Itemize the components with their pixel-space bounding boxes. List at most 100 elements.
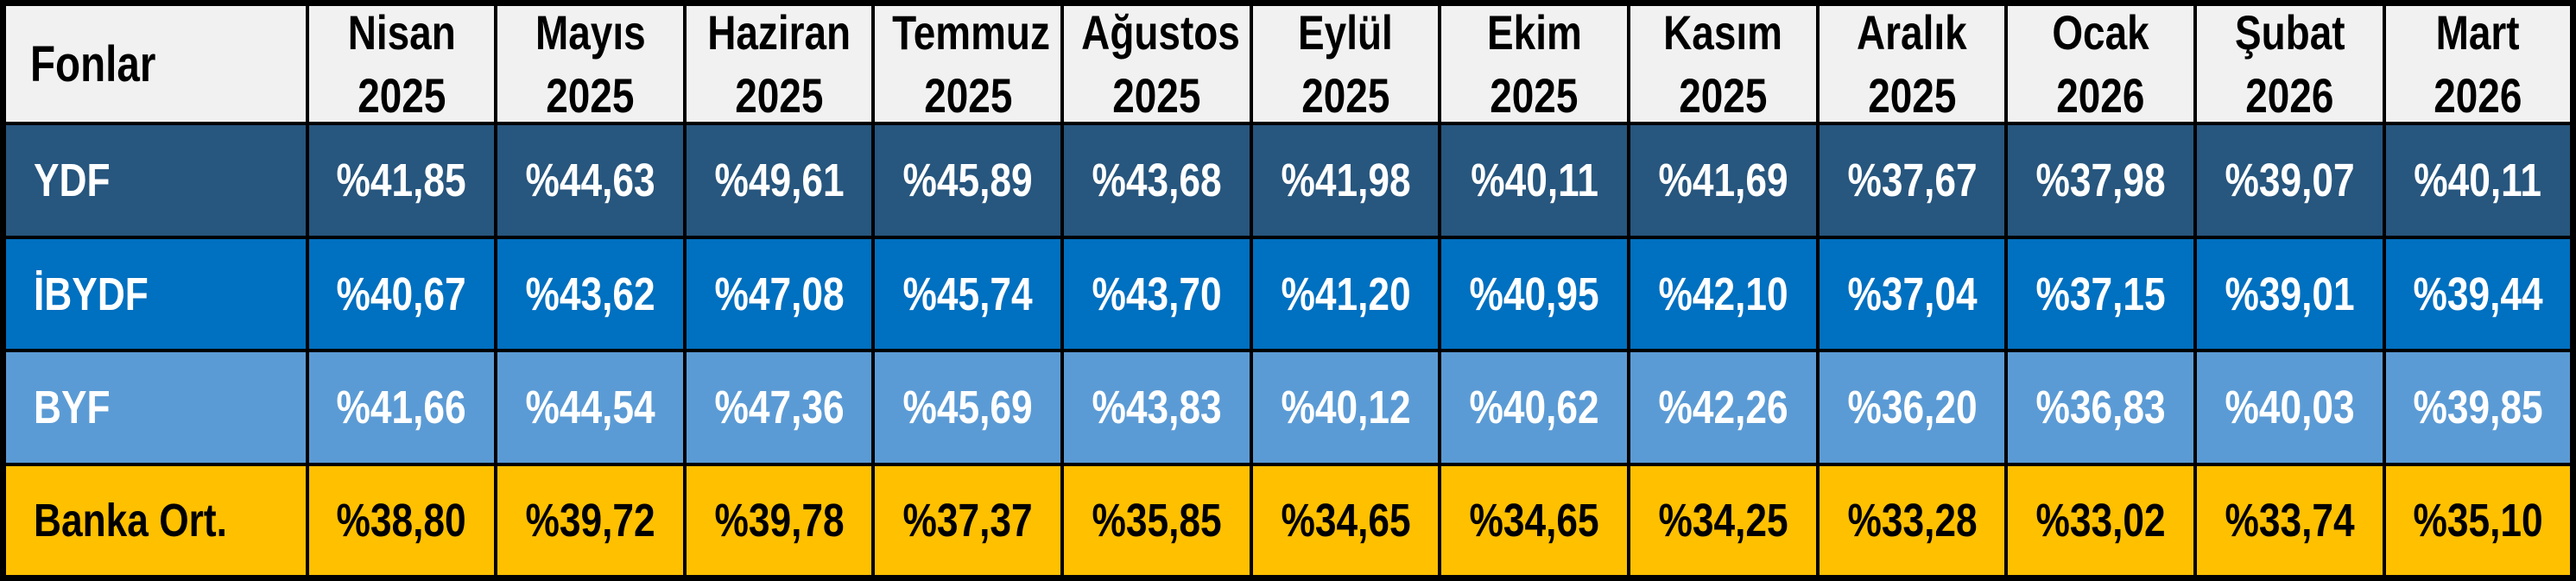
header-month-label: Haziran: [707, 5, 851, 60]
value: %40,11: [1470, 155, 1598, 206]
value-cell: %44,63: [494, 122, 687, 239]
header-year-label: 2025: [1679, 68, 1768, 123]
header-cell-month: Kasım 2025: [1627, 1, 1820, 126]
header-year-label: 2026: [2434, 68, 2522, 123]
value: %41,66: [336, 382, 466, 434]
value-cell: %39,44: [2382, 235, 2575, 353]
row-label: BYF: [34, 382, 111, 434]
value: %37,04: [1846, 268, 1978, 320]
value: %41,98: [1281, 155, 1411, 206]
value-cell: %40,62: [1438, 349, 1631, 466]
value: %44,63: [525, 155, 655, 206]
header-cell-month: Mart 2026: [2382, 1, 2575, 126]
value-cell: %40,11: [1438, 122, 1631, 239]
value: %34,65: [1281, 494, 1411, 546]
value: %41,85: [336, 155, 466, 206]
value: %39,07: [2225, 155, 2355, 206]
value-cell: %39,78: [682, 462, 876, 580]
value-cell: %37,04: [1815, 235, 2009, 353]
value: %37,15: [2035, 268, 2166, 320]
value: %34,25: [1658, 494, 1788, 546]
row-label: YDF: [34, 155, 111, 206]
value: %43,68: [1092, 155, 1222, 206]
table-row-ydf: YDF %41,85 %44,63 %49,61 %45,89 %43,68 %…: [1, 122, 2575, 239]
header-month-label: Ocak: [2052, 5, 2149, 60]
value: %40,62: [1469, 382, 1599, 434]
value-cell: %36,20: [1815, 349, 2009, 466]
header-cell-fonlar: Fonlar: [1, 1, 309, 126]
value-cell: %43,62: [494, 235, 687, 353]
header-month-label: Ekim: [1486, 5, 1582, 60]
value-cell: %41,20: [1249, 235, 1442, 353]
value-cell: %39,01: [2193, 235, 2386, 353]
value: %36,83: [2035, 382, 2166, 434]
header-cell-month: Haziran 2025: [682, 1, 876, 126]
value: %43,70: [1092, 268, 1222, 320]
value-cell: %47,08: [682, 235, 876, 353]
header-year-label: 2025: [735, 68, 824, 123]
value-cell: %49,61: [682, 122, 876, 239]
value: %40,12: [1281, 382, 1411, 434]
header-month-label: Kasım: [1663, 5, 1783, 60]
value: %42,26: [1658, 382, 1788, 434]
value: %37,37: [902, 494, 1033, 546]
value-cell: %41,66: [305, 349, 498, 466]
value: %40,95: [1469, 268, 1599, 320]
row-label-cell: BYF: [1, 349, 309, 466]
header-fonlar-label: Fonlar: [30, 35, 156, 92]
value-cell: %41,98: [1249, 122, 1442, 239]
value: %43,62: [525, 268, 655, 320]
table-row-byf: BYF %41,66 %44,54 %47,36 %45,69 %43,83 %…: [1, 349, 2575, 466]
value-cell: %37,15: [2004, 235, 2198, 353]
value-cell: %47,36: [682, 349, 876, 466]
header-cell-month: Temmuz 2025: [871, 1, 1065, 126]
header-year-label: 2025: [546, 68, 635, 123]
value: %40,67: [336, 268, 466, 320]
value-cell: %39,85: [2382, 349, 2575, 466]
header-cell-month: Aralık 2025: [1815, 1, 2009, 126]
value: %41,20: [1281, 268, 1411, 320]
value-cell: %42,26: [1627, 349, 1820, 466]
value: %47,08: [714, 268, 845, 320]
value: %44,54: [525, 382, 655, 434]
value-cell: %36,83: [2004, 349, 2198, 466]
value: %39,44: [2413, 268, 2543, 320]
value-cell: %42,10: [1627, 235, 1820, 353]
value-cell: %40,11: [2382, 122, 2575, 239]
value: %41,69: [1658, 155, 1788, 206]
row-label-cell: YDF: [1, 122, 309, 239]
value: %49,61: [714, 155, 845, 206]
header-year-label: 2026: [2056, 68, 2145, 123]
value-cell: %40,67: [305, 235, 498, 353]
value-cell: %44,54: [494, 349, 687, 466]
value: %35,10: [2413, 494, 2543, 546]
value-cell: %34,65: [1438, 462, 1631, 580]
value-cell: %45,69: [871, 349, 1065, 466]
value-cell: %37,67: [1815, 122, 2009, 239]
header-year-label: 2025: [357, 68, 446, 123]
value-cell: %34,25: [1627, 462, 1820, 580]
value: %39,85: [2413, 382, 2543, 434]
value: %40,11: [2414, 155, 2542, 206]
value: %37,67: [1846, 155, 1978, 206]
value-cell: %45,89: [871, 122, 1065, 239]
header-month-label: Eylül: [1298, 5, 1393, 60]
value-cell: %34,65: [1249, 462, 1442, 580]
header-month-label: Şubat: [2234, 5, 2345, 60]
header-cell-month: Şubat 2026: [2193, 1, 2386, 126]
header-cell-month: Ekim 2025: [1438, 1, 1631, 126]
value-cell: %33,74: [2193, 462, 2386, 580]
value-cell: %39,07: [2193, 122, 2386, 239]
value: %45,89: [902, 155, 1033, 206]
value: %39,72: [525, 494, 655, 546]
header-month-label: Mart: [2435, 5, 2520, 60]
value-cell: %37,98: [2004, 122, 2198, 239]
value-cell: %38,80: [305, 462, 498, 580]
row-label-cell: İBYDF: [1, 235, 309, 353]
header-year-label: 2025: [923, 68, 1012, 123]
value: %33,74: [2225, 494, 2355, 546]
value: %47,36: [714, 382, 845, 434]
row-label: Banka Ort.: [34, 494, 227, 546]
value-cell: %45,74: [871, 235, 1065, 353]
